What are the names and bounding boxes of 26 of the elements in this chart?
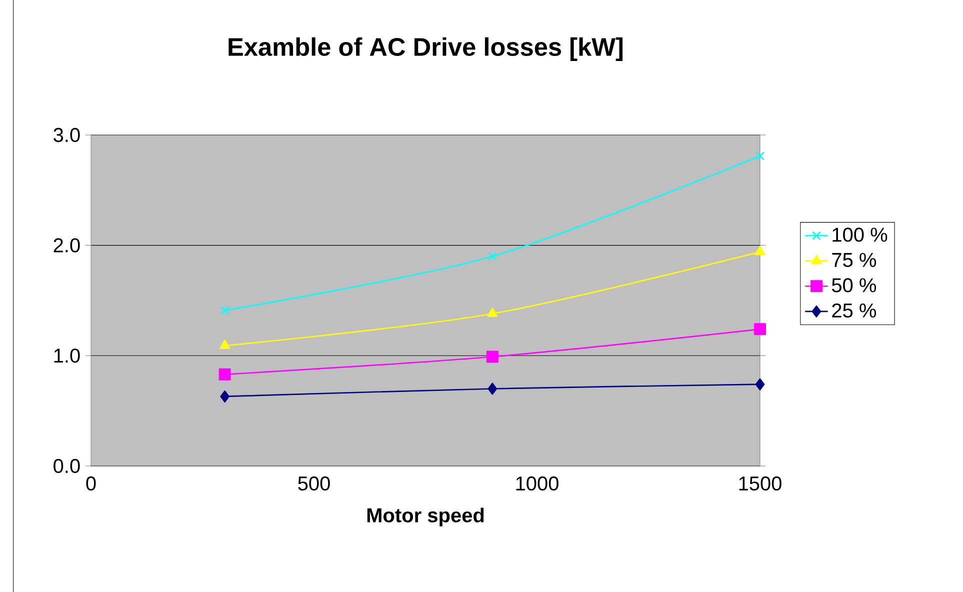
y-tick-label: 1.0: [54, 348, 80, 363]
y-tick-label: 3.0: [54, 128, 80, 142]
x-tick-label: 0: [86, 476, 96, 491]
legend-label: 75 %: [832, 252, 876, 268]
x-tick-label: 1000: [516, 476, 558, 491]
point: [220, 306, 230, 315]
point: [218, 368, 231, 380]
point: [488, 382, 498, 395]
y-tick-label: 0.0: [54, 458, 80, 474]
chart-title: Examble of AC Drive losses [kW]: [228, 37, 623, 61]
point: [756, 152, 764, 160]
legend-label: 100 %: [832, 228, 888, 242]
legend-label: 25 %: [832, 303, 876, 318]
point: [488, 252, 497, 261]
x-tick-label: 1500: [739, 476, 782, 491]
point: [220, 390, 230, 402]
y-tick-label: 2.0: [54, 238, 80, 252]
point: [754, 246, 766, 256]
point: [486, 350, 498, 363]
point: [487, 308, 498, 318]
point: [754, 323, 766, 336]
x-axis-title: Motor speed: [367, 508, 484, 526]
point: [220, 340, 230, 350]
point: [755, 378, 765, 390]
legend-label: 50 %: [832, 278, 876, 292]
x-tick-label: 500: [298, 476, 330, 491]
